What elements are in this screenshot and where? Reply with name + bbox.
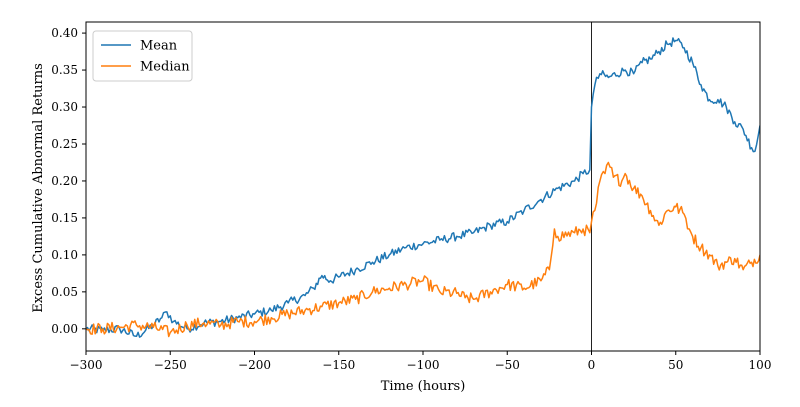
x-tick-label: 50 <box>668 358 683 372</box>
legend-label-mean: Mean <box>140 39 178 54</box>
x-tick-label: −200 <box>238 358 271 372</box>
x-tick-label: −300 <box>70 358 103 372</box>
y-tick-label: 0.05 <box>51 285 78 299</box>
y-axis-title: Excess Cumulative Abnormal Returns <box>31 63 46 313</box>
x-tick-label: 100 <box>749 358 772 372</box>
x-tick-label: −100 <box>407 358 440 372</box>
x-tick-label: −50 <box>495 358 520 372</box>
y-tick-label: 0.30 <box>51 100 78 114</box>
y-tick-label: 0.20 <box>51 174 78 188</box>
legend: Mean Median <box>92 30 193 82</box>
y-tick-label: 0.00 <box>51 322 78 336</box>
x-tick-label: 0 <box>588 358 596 372</box>
y-tick-label: 0.40 <box>51 26 78 40</box>
y-tick-label: 0.15 <box>51 211 78 225</box>
series-line-median <box>86 161 760 338</box>
plot-area <box>86 22 760 351</box>
x-tick-label: −150 <box>322 358 355 372</box>
legend-label-median: Median <box>140 60 190 75</box>
y-tick-label: 0.35 <box>51 63 78 77</box>
x-tick-label: −250 <box>154 358 187 372</box>
x-axis-title: Time (hours) <box>381 379 466 394</box>
series-line-mean <box>86 37 760 338</box>
y-tick-label: 0.25 <box>51 137 78 151</box>
axes: −300 −250 −200 −150 −100 −50 0 50 100 0.00 0.05 0.1… <box>51 21 772 372</box>
y-tick-label: 0.10 <box>51 248 78 262</box>
legend-box <box>92 30 193 82</box>
